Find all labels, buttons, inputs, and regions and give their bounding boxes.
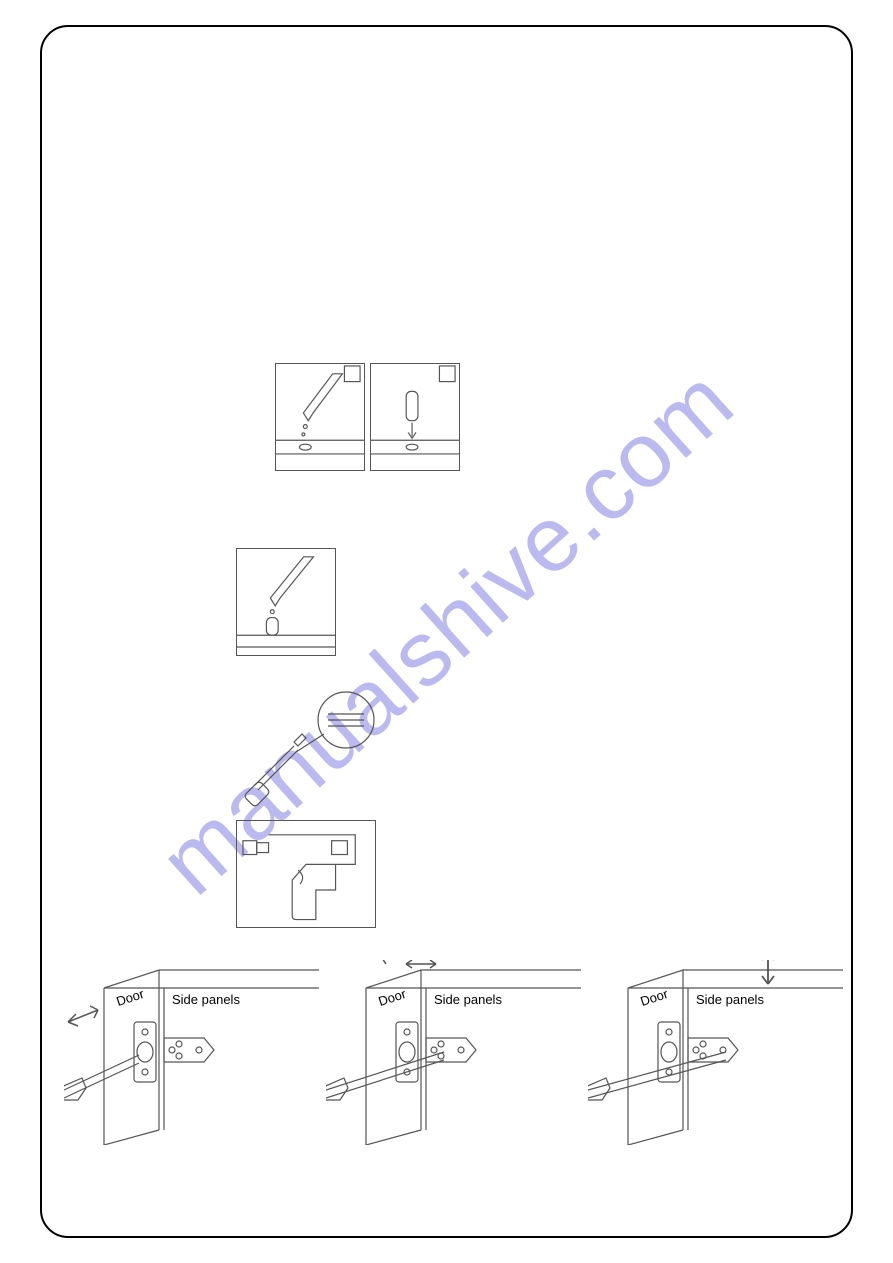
diagram-power-drill	[236, 820, 376, 928]
diagram-hinge-adjust-up-down: Door Side panels	[588, 960, 843, 1145]
hinge-panel-2-icon	[326, 960, 581, 1145]
power-drill-icon	[237, 821, 375, 927]
screwdriver-icon	[236, 690, 386, 810]
hinge-panel-3-icon	[588, 960, 843, 1145]
hinge-3-panel-label: Side panels	[696, 992, 764, 1007]
diagram-glue-on-dowel	[236, 548, 336, 656]
dowel-insert-icon	[371, 364, 459, 470]
diagram-glue-drip	[275, 363, 365, 471]
hinge-panel-1-icon	[64, 960, 319, 1145]
glue-drip-icon	[276, 364, 364, 470]
diagram-hinge-adjust-side: Door Side panels	[326, 960, 581, 1145]
hinge-2-panel-label: Side panels	[434, 992, 502, 1007]
hinge-1-panel-label: Side panels	[172, 992, 240, 1007]
glue-on-dowel-icon	[237, 549, 335, 655]
diagram-dowel-insert	[370, 363, 460, 471]
diagram-hinge-adjust-in-out: Door Side panels	[64, 960, 319, 1145]
diagram-screwdriver	[236, 690, 386, 810]
